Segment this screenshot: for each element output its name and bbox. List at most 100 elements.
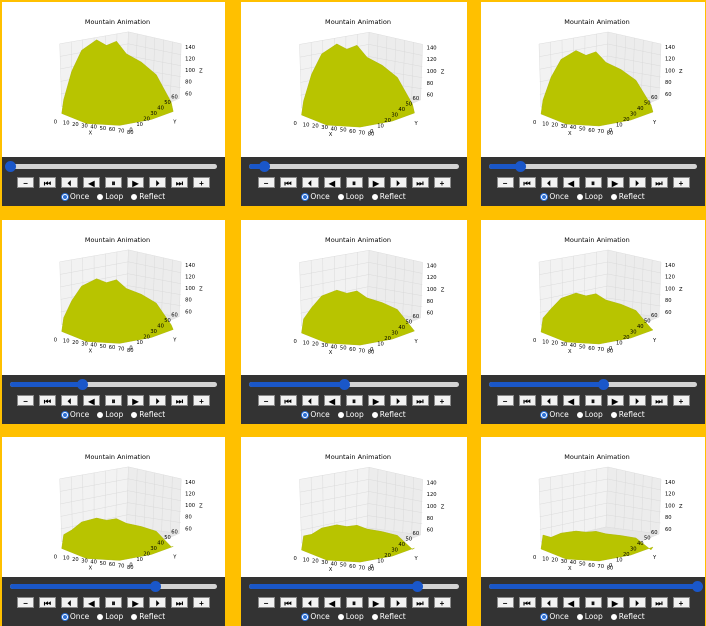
slider-thumb[interactable] xyxy=(5,161,16,172)
pause-button[interactable]: ⏸ xyxy=(105,395,122,406)
radio-reflect[interactable]: Reflect xyxy=(371,410,406,419)
slower-button[interactable]: − xyxy=(17,597,34,608)
radio-loop[interactable]: Loop xyxy=(97,410,123,419)
radio-reflect[interactable]: Reflect xyxy=(610,410,645,419)
last-frame-button[interactable]: ⏭ xyxy=(650,395,668,406)
slider-thumb[interactable] xyxy=(338,379,350,390)
frame-slider[interactable] xyxy=(249,581,459,592)
radio-button-icon[interactable] xyxy=(576,193,583,200)
frame-slider[interactable] xyxy=(249,379,459,390)
frame-slider[interactable] xyxy=(10,581,217,592)
previous-frame-button[interactable]: ⏴ xyxy=(301,177,319,188)
play-button[interactable]: ▶ xyxy=(127,177,144,188)
radio-button-icon[interactable] xyxy=(610,193,617,200)
slider-thumb[interactable] xyxy=(258,161,270,172)
next-frame-button[interactable]: ⏵ xyxy=(628,177,646,188)
pause-button[interactable]: ⏸ xyxy=(345,395,363,406)
slower-button[interactable]: − xyxy=(496,395,514,406)
slower-button[interactable]: − xyxy=(496,177,514,188)
slider-thumb[interactable] xyxy=(412,581,423,592)
slower-button[interactable]: − xyxy=(257,395,275,406)
next-frame-button[interactable]: ⏵ xyxy=(149,597,166,608)
radio-button-icon[interactable] xyxy=(131,193,138,200)
faster-button[interactable]: + xyxy=(672,395,690,406)
radio-button-icon[interactable] xyxy=(371,193,378,200)
play-reverse-button[interactable]: ◀ xyxy=(562,395,580,406)
last-frame-button[interactable]: ⏭ xyxy=(171,597,188,608)
first-frame-button[interactable]: ⏮ xyxy=(39,597,56,608)
previous-frame-button[interactable]: ⏴ xyxy=(61,597,78,608)
radio-button-icon[interactable] xyxy=(337,411,344,418)
frame-slider[interactable] xyxy=(5,161,217,172)
play-button[interactable]: ▶ xyxy=(367,177,385,188)
previous-frame-button[interactable]: ⏴ xyxy=(540,395,558,406)
faster-button[interactable]: + xyxy=(433,395,451,406)
play-button[interactable]: ▶ xyxy=(367,597,385,608)
pause-button[interactable]: ⏸ xyxy=(105,597,122,608)
slower-button[interactable]: − xyxy=(17,395,34,406)
play-reverse-button[interactable]: ◀ xyxy=(83,395,100,406)
next-frame-button[interactable]: ⏵ xyxy=(389,395,407,406)
faster-button[interactable]: + xyxy=(193,395,210,406)
play-button[interactable]: ▶ xyxy=(606,597,624,608)
play-button[interactable]: ▶ xyxy=(606,177,624,188)
frame-slider[interactable] xyxy=(10,379,217,390)
radio-button-icon[interactable] xyxy=(97,411,104,418)
slider-thumb[interactable] xyxy=(598,379,610,390)
next-frame-button[interactable]: ⏵ xyxy=(628,395,646,406)
play-button[interactable]: ▶ xyxy=(127,597,144,608)
faster-button[interactable]: + xyxy=(193,177,210,188)
radio-button-icon[interactable] xyxy=(131,613,138,620)
first-frame-button[interactable]: ⏮ xyxy=(518,177,536,188)
radio-loop[interactable]: Loop xyxy=(337,410,364,419)
last-frame-button[interactable]: ⏭ xyxy=(171,177,188,188)
pause-button[interactable]: ⏸ xyxy=(345,177,363,188)
radio-button-icon[interactable] xyxy=(337,193,344,200)
faster-button[interactable]: + xyxy=(433,597,451,608)
radio-button-icon[interactable] xyxy=(61,193,68,200)
first-frame-button[interactable]: ⏮ xyxy=(518,395,536,406)
frame-slider[interactable] xyxy=(489,161,697,172)
next-frame-button[interactable]: ⏵ xyxy=(149,395,166,406)
radio-button-icon[interactable] xyxy=(541,193,548,200)
radio-button-icon[interactable] xyxy=(61,411,68,418)
radio-reflect[interactable]: Reflect xyxy=(371,612,406,621)
play-reverse-button[interactable]: ◀ xyxy=(562,177,580,188)
frame-slider[interactable] xyxy=(489,379,697,390)
radio-loop[interactable]: Loop xyxy=(576,612,603,621)
radio-loop[interactable]: Loop xyxy=(337,612,364,621)
pause-button[interactable]: ⏸ xyxy=(345,597,363,608)
play-button[interactable]: ▶ xyxy=(127,395,144,406)
radio-button-icon[interactable] xyxy=(97,193,104,200)
radio-button-icon[interactable] xyxy=(371,411,378,418)
first-frame-button[interactable]: ⏮ xyxy=(518,597,536,608)
faster-button[interactable]: + xyxy=(433,177,451,188)
radio-button-icon[interactable] xyxy=(610,613,617,620)
last-frame-button[interactable]: ⏭ xyxy=(411,177,429,188)
slower-button[interactable]: − xyxy=(257,177,275,188)
previous-frame-button[interactable]: ⏴ xyxy=(301,395,319,406)
faster-button[interactable]: + xyxy=(672,177,690,188)
radio-reflect[interactable]: Reflect xyxy=(610,192,645,201)
radio-once[interactable]: Once xyxy=(302,612,330,621)
first-frame-button[interactable]: ⏮ xyxy=(279,177,297,188)
radio-loop[interactable]: Loop xyxy=(576,192,603,201)
radio-once[interactable]: Once xyxy=(541,612,569,621)
previous-frame-button[interactable]: ⏴ xyxy=(61,395,78,406)
faster-button[interactable]: + xyxy=(672,597,690,608)
play-reverse-button[interactable]: ◀ xyxy=(323,177,341,188)
radio-button-icon[interactable] xyxy=(576,613,583,620)
next-frame-button[interactable]: ⏵ xyxy=(389,597,407,608)
radio-once[interactable]: Once xyxy=(302,192,330,201)
last-frame-button[interactable]: ⏭ xyxy=(650,177,668,188)
slider-thumb[interactable] xyxy=(149,581,161,592)
radio-button-icon[interactable] xyxy=(541,613,548,620)
radio-button-icon[interactable] xyxy=(576,411,583,418)
slower-button[interactable]: − xyxy=(496,597,514,608)
slower-button[interactable]: − xyxy=(17,177,34,188)
radio-reflect[interactable]: Reflect xyxy=(610,612,645,621)
slower-button[interactable]: − xyxy=(257,597,275,608)
play-button[interactable]: ▶ xyxy=(606,395,624,406)
previous-frame-button[interactable]: ⏴ xyxy=(540,597,558,608)
previous-frame-button[interactable]: ⏴ xyxy=(301,597,319,608)
